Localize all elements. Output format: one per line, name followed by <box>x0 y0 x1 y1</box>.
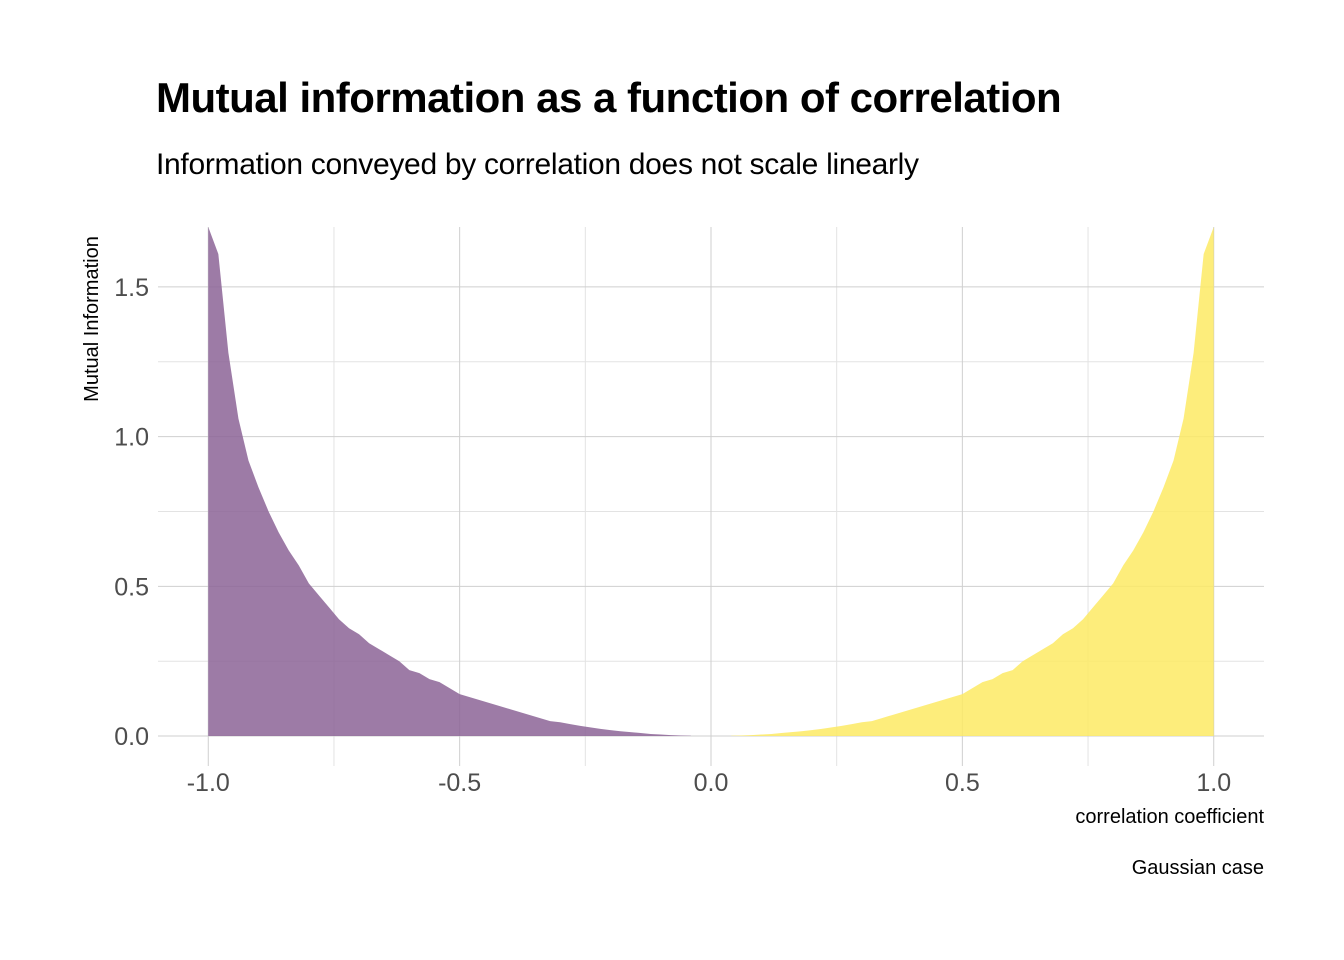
x-axis-title: correlation coefficient <box>1075 806 1264 828</box>
chart-title: Mutual information as a function of corr… <box>156 74 1062 121</box>
x-tick-label: 0.5 <box>945 769 980 797</box>
x-tick-label: 1.0 <box>1196 769 1231 797</box>
chart-subtitle: Information conveyed by correlation does… <box>156 148 919 181</box>
x-tick-labels: -1.0 -0.5 0.0 0.5 1.0 <box>187 769 1231 797</box>
x-tick-label: 0.0 <box>694 769 729 797</box>
area-series-1 <box>208 227 691 737</box>
y-tick-label: 0.5 <box>114 573 149 601</box>
y-tick-label: 1.0 <box>114 424 149 452</box>
x-tick-label: -0.5 <box>438 769 481 797</box>
x-tick-label: -1.0 <box>187 769 230 797</box>
chart-caption: Gaussian case <box>1132 857 1264 879</box>
y-axis-title: Mutual Information <box>81 236 103 402</box>
y-tick-label: 0.0 <box>114 723 149 751</box>
area-series <box>208 227 1214 737</box>
y-tick-label: 1.5 <box>114 274 149 302</box>
y-tick-labels: 0.0 0.5 1.0 1.5 <box>114 274 149 751</box>
area-series-2 <box>731 227 1214 737</box>
